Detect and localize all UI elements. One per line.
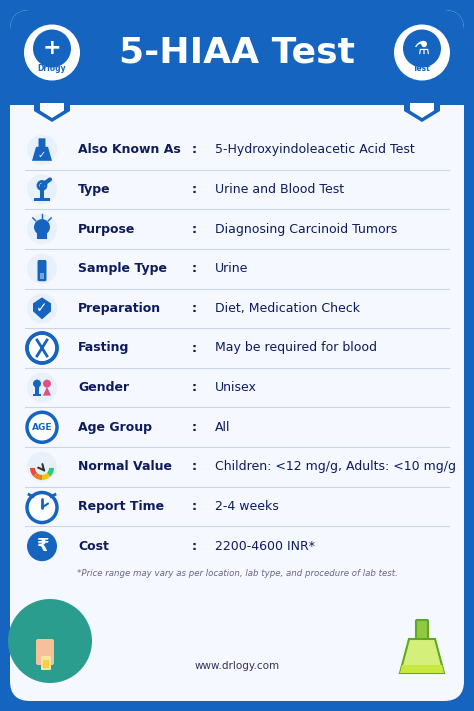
Text: Normal Value: Normal Value: [78, 461, 172, 474]
Text: Unisex: Unisex: [215, 381, 257, 394]
Polygon shape: [43, 387, 51, 395]
Text: Sample Type: Sample Type: [78, 262, 167, 275]
Bar: [39, 491, 45, 493]
Wedge shape: [47, 468, 54, 476]
Text: Report Time: Report Time: [78, 500, 164, 513]
Polygon shape: [404, 100, 440, 122]
Text: :: :: [192, 381, 197, 394]
Circle shape: [27, 452, 57, 482]
Text: Age Group: Age Group: [78, 421, 152, 434]
Circle shape: [27, 412, 57, 442]
Text: Cost: Cost: [78, 540, 109, 552]
Circle shape: [403, 29, 441, 68]
Text: :: :: [192, 421, 197, 434]
Text: Diagnosing Carcinoid Tumors: Diagnosing Carcinoid Tumors: [215, 223, 397, 235]
Polygon shape: [400, 639, 444, 673]
Polygon shape: [33, 297, 51, 319]
Polygon shape: [34, 100, 70, 122]
Circle shape: [33, 29, 71, 68]
Wedge shape: [42, 473, 51, 480]
Circle shape: [27, 214, 57, 244]
Text: All: All: [215, 421, 230, 434]
Bar: [38, 260, 46, 263]
Polygon shape: [410, 103, 434, 118]
Text: +: +: [43, 38, 61, 58]
Text: ✓: ✓: [36, 301, 48, 316]
Text: Also Known As: Also Known As: [78, 144, 181, 156]
Text: Urine: Urine: [215, 262, 248, 275]
Text: :: :: [192, 500, 197, 513]
Circle shape: [34, 219, 50, 235]
Bar: [10, 80, 464, 105]
FancyBboxPatch shape: [36, 639, 54, 665]
Text: Test: Test: [413, 64, 431, 73]
Text: Urine and Blood Test: Urine and Blood Test: [215, 183, 344, 196]
Circle shape: [33, 380, 41, 387]
Circle shape: [43, 380, 51, 387]
Circle shape: [27, 373, 57, 402]
Circle shape: [27, 531, 57, 561]
Circle shape: [27, 254, 57, 284]
Circle shape: [27, 333, 57, 363]
Wedge shape: [34, 473, 42, 480]
Polygon shape: [400, 665, 444, 673]
Text: Fasting: Fasting: [78, 341, 129, 355]
Circle shape: [27, 294, 57, 324]
Text: ✓: ✓: [38, 150, 46, 160]
Text: Type: Type: [78, 183, 110, 196]
Text: Preparation: Preparation: [78, 302, 161, 315]
FancyBboxPatch shape: [37, 260, 46, 282]
Text: 5-Hydroxyindoleacetic Acid Test: 5-Hydroxyindoleacetic Acid Test: [215, 144, 415, 156]
Polygon shape: [40, 103, 64, 118]
Circle shape: [24, 24, 80, 80]
Circle shape: [27, 135, 57, 165]
Text: :: :: [192, 144, 197, 156]
Text: :: :: [192, 223, 197, 235]
Text: ₹: ₹: [36, 538, 48, 555]
Text: :: :: [192, 262, 197, 275]
Wedge shape: [30, 468, 37, 476]
Text: 2-4 weeks: 2-4 weeks: [215, 500, 279, 513]
Circle shape: [27, 493, 57, 523]
Bar: [35, 385, 39, 395]
Text: 2200-4600 INR*: 2200-4600 INR*: [215, 540, 315, 552]
Bar: [43, 660, 49, 668]
Text: Children: <12 mg/g, Adults: <10 mg/g: Children: <12 mg/g, Adults: <10 mg/g: [215, 461, 456, 474]
Text: :: :: [192, 461, 197, 474]
Text: :: :: [192, 341, 197, 355]
FancyBboxPatch shape: [41, 656, 51, 670]
Text: ⚗: ⚗: [414, 40, 430, 58]
Text: Gender: Gender: [78, 381, 129, 394]
Text: Purpose: Purpose: [78, 223, 136, 235]
Bar: [40, 184, 44, 198]
FancyBboxPatch shape: [38, 139, 46, 149]
Text: AGE: AGE: [32, 423, 52, 432]
Circle shape: [394, 24, 450, 80]
Bar: [34, 198, 50, 201]
FancyBboxPatch shape: [10, 10, 464, 105]
Text: :: :: [192, 183, 197, 196]
Text: :: :: [192, 302, 197, 315]
Bar: [40, 273, 44, 279]
Polygon shape: [32, 146, 52, 161]
Text: May be required for blood: May be required for blood: [215, 341, 377, 355]
FancyBboxPatch shape: [416, 620, 428, 642]
FancyBboxPatch shape: [10, 10, 464, 701]
Text: www.drlogy.com: www.drlogy.com: [194, 661, 280, 671]
Text: :: :: [192, 540, 197, 552]
Text: *Price range may vary as per location, lab type, and procedure of lab test.: *Price range may vary as per location, l…: [77, 569, 397, 577]
Circle shape: [8, 599, 92, 683]
Bar: [33, 394, 41, 395]
Text: 5-HIAA Test: 5-HIAA Test: [119, 36, 355, 70]
Text: Diet, Medication Check: Diet, Medication Check: [215, 302, 360, 315]
Circle shape: [27, 174, 57, 205]
Text: Drlogy: Drlogy: [38, 64, 66, 73]
